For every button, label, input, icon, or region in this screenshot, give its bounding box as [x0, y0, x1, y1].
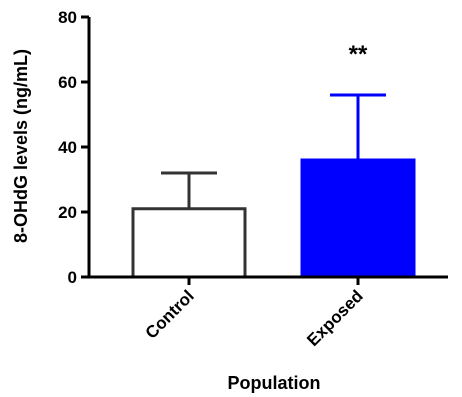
bar-control [131, 207, 247, 279]
x-tick-label: Control [142, 286, 198, 342]
y-tick-label: 40 [58, 138, 77, 157]
significance-label: ** [349, 41, 368, 68]
y-tick-label: 0 [68, 268, 77, 287]
error-bars-layer [161, 93, 386, 209]
bars-layer [131, 158, 416, 279]
y-tick-label: 80 [58, 8, 77, 27]
x-ticks-layer: Control Exposed [142, 277, 367, 350]
y-ticks-layer: 0 20 40 60 80 [58, 8, 89, 287]
x-tick-label: Exposed [303, 286, 367, 350]
y-tick-label: 60 [58, 73, 77, 92]
x-axis-title: Population [228, 373, 321, 393]
annotations-layer: ** [349, 41, 368, 68]
y-tick-label: 20 [58, 203, 77, 222]
y-axis-title: 8-OHdG levels (ng/mL) [11, 49, 31, 243]
bar-exposed [300, 158, 416, 279]
